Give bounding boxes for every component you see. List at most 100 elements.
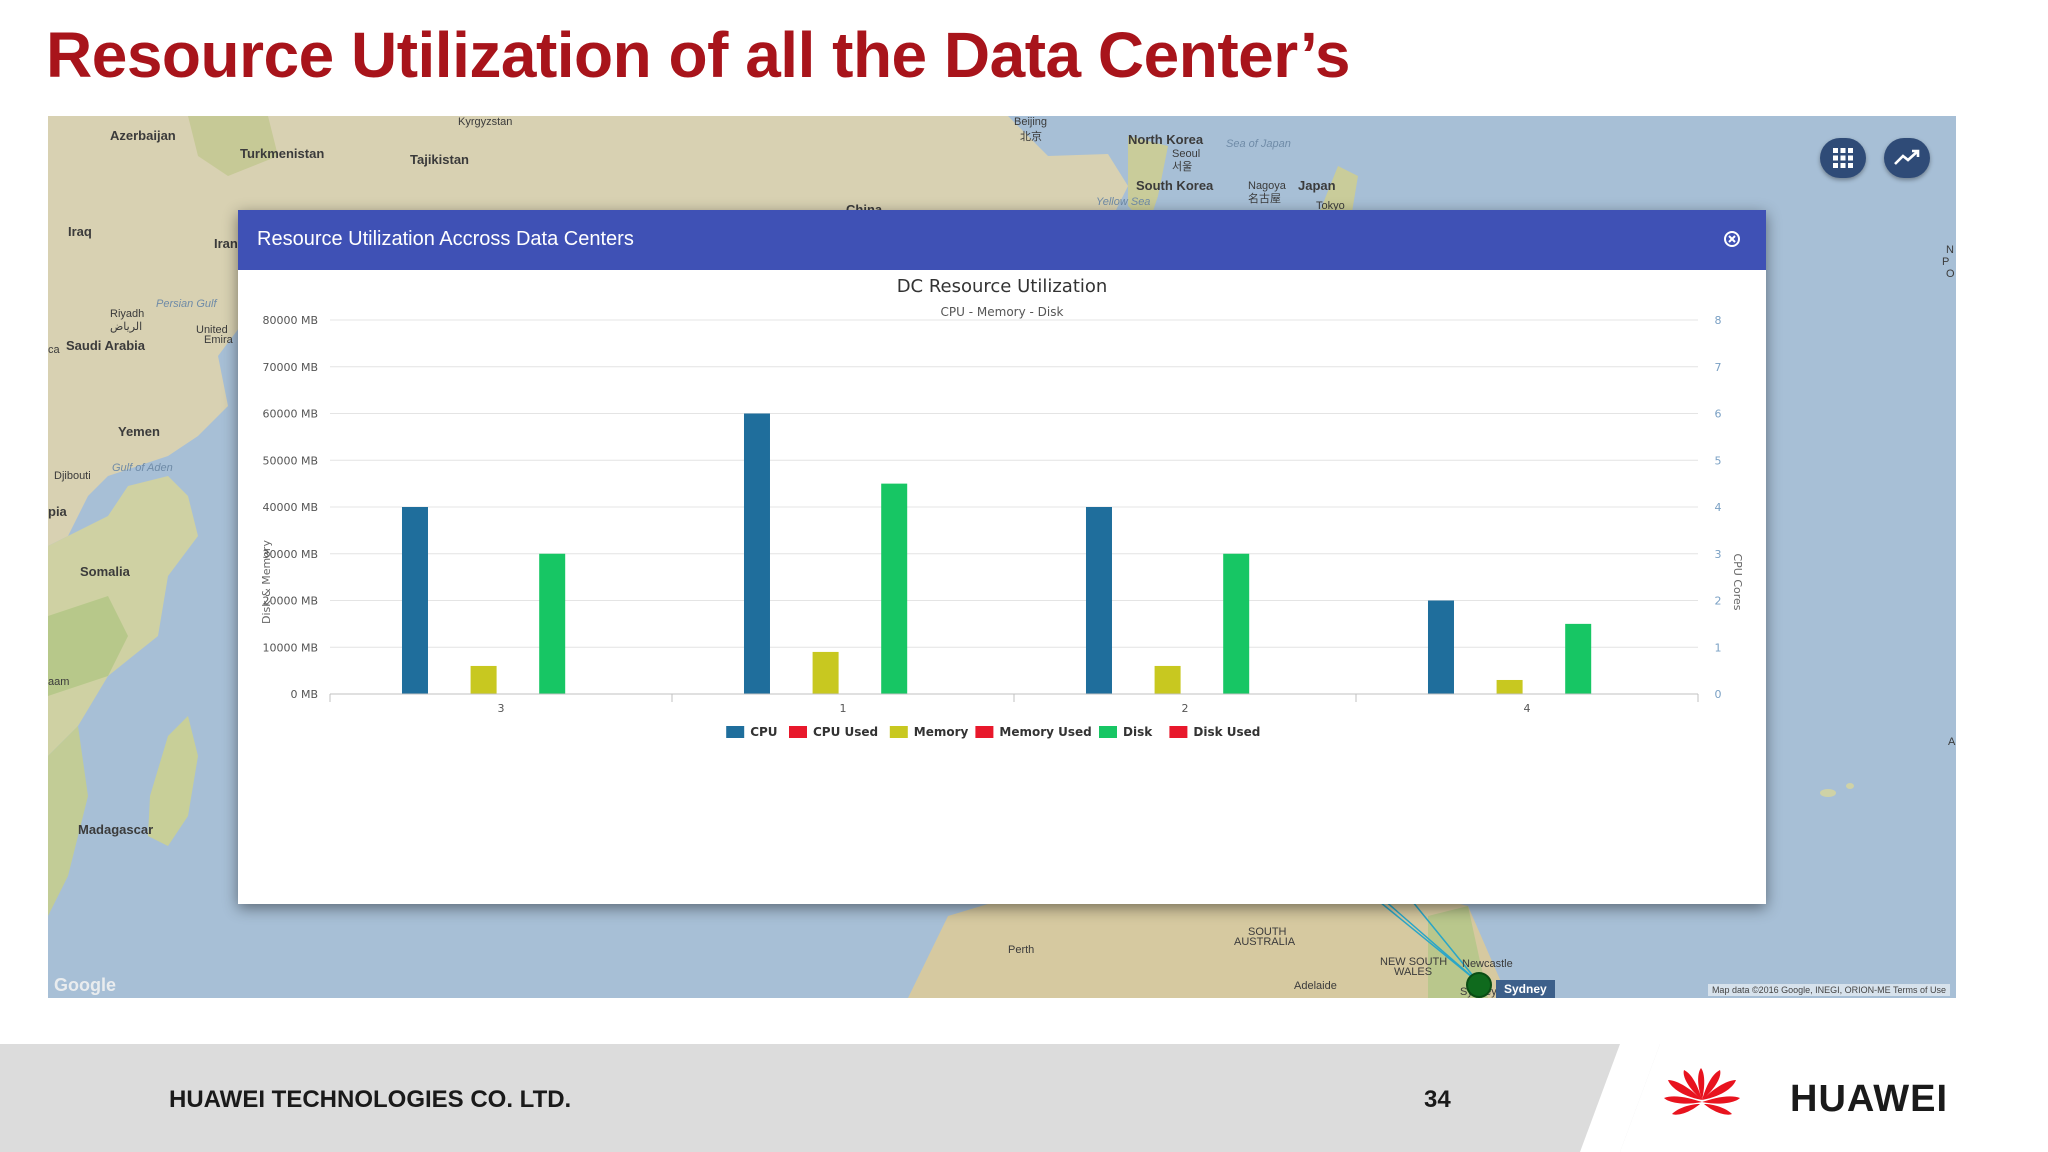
bar-cpu[interactable]: [1085, 507, 1112, 694]
map-label-beijing-zh: 北京: [1020, 131, 1042, 143]
map-label-somalia: Somalia: [80, 564, 130, 579]
y-tick-label: 50000 MB: [262, 454, 318, 467]
y-tick-label: 60000 MB: [262, 408, 318, 421]
map-label-azerbaijan: Azerbaijan: [110, 128, 176, 143]
map-label-seoul-ko: 서울: [1172, 161, 1193, 173]
legend-label: CPU: [750, 725, 777, 739]
bar-memory[interactable]: [812, 651, 839, 694]
legend-swatch: [789, 726, 807, 738]
resource-modal: Resource Utilization Accross Data Center…: [238, 210, 1766, 904]
bar-memory[interactable]: [1496, 679, 1523, 694]
y-tick-label: 10000 MB: [262, 641, 318, 654]
legend-label: Disk: [1123, 725, 1153, 739]
legend-label: CPU Used: [813, 725, 878, 739]
map-label-n: N: [1946, 244, 1954, 256]
slide-title: Resource Utilization of all the Data Cen…: [46, 19, 1351, 91]
grid-icon: [1833, 148, 1853, 168]
map-label-australia: AUSTRALIA: [1234, 936, 1296, 948]
x-tick-label: 4: [1524, 702, 1531, 715]
legend-swatch: [889, 726, 908, 738]
map-label-emira: Emira: [204, 334, 233, 346]
y2-tick-label: 2: [1715, 595, 1722, 608]
map-label-wales: WALES: [1394, 966, 1433, 978]
map-label-turkmenistan: Turkmenistan: [240, 146, 325, 161]
trending-icon: [1894, 149, 1920, 165]
chart-title: DC Resource Utilization: [897, 276, 1108, 297]
map-label-riyadh-ar: الرياض: [110, 321, 143, 333]
map-label-beijing: Beijing: [1014, 116, 1048, 128]
y-tick-label: 40000 MB: [262, 501, 318, 514]
map-label-p: P: [1942, 256, 1950, 268]
map-label-o: O: [1946, 268, 1955, 280]
bar-disk[interactable]: [1223, 553, 1250, 694]
x-tick-label: 2: [1182, 702, 1189, 715]
map-label-saudi-arabia: Saudi Arabia: [66, 338, 145, 353]
modal-close-button[interactable]: [1720, 227, 1744, 251]
legend-label: Memory Used: [999, 725, 1091, 739]
map-label-ca: ca: [48, 344, 60, 356]
y2-tick-label: 8: [1715, 314, 1722, 327]
close-circle-icon: [1724, 231, 1740, 247]
y-axis-label: Disk & Memory: [260, 540, 273, 624]
chart-view-button[interactable]: [1884, 138, 1930, 178]
y2-tick-label: 5: [1715, 454, 1722, 467]
map-label-nagoya: Nagoya: [1248, 180, 1286, 192]
google-logo: Google: [54, 975, 116, 995]
huawei-logo: [1580, 1044, 2048, 1152]
map-label-persian-gulf: Persian Gulf: [156, 298, 217, 310]
footer-brand: HUAWEI: [1790, 1078, 1948, 1120]
map-label-tajikistan: Tajikistan: [410, 152, 470, 167]
map-label-pia: pia: [48, 504, 67, 519]
map-label-gulf-of-aden: Gulf of Aden: [112, 462, 173, 474]
bar-memory[interactable]: [1154, 665, 1181, 694]
map-label-tokyo: Tokyo: [1316, 200, 1345, 212]
map-label-a: A: [1948, 736, 1956, 748]
y-tick-label: 70000 MB: [262, 361, 318, 374]
bar-disk[interactable]: [1565, 623, 1592, 694]
chart-subtitle: CPU - Memory - Disk: [941, 305, 1064, 319]
datacenter-marker[interactable]: [1466, 972, 1492, 998]
legend-label: Disk Used: [1193, 725, 1260, 739]
map-label-yemen: Yemen: [118, 424, 160, 439]
city-tag: Sydney: [1496, 980, 1555, 998]
map-label-aam: aam: [48, 676, 70, 688]
y-tick-label: 0 MB: [290, 688, 318, 701]
legend-item[interactable]: Disk: [1099, 725, 1153, 739]
y2-axis-label: CPU Cores: [1731, 553, 1744, 610]
bar-disk[interactable]: [539, 553, 566, 694]
map-label-yellow-sea: Yellow Sea: [1096, 196, 1151, 208]
page-number: 34: [1424, 1086, 1451, 1113]
resource-chart: DC Resource Utilization CPU - Memory - D…: [260, 276, 1744, 739]
y2-tick-label: 0: [1715, 688, 1722, 701]
legend-item[interactable]: Memory Used: [975, 725, 1092, 739]
huawei-petal-icon: [1664, 1068, 1740, 1115]
map-label-nagoya-ja: 名古屋: [1248, 193, 1281, 205]
grid-view-button[interactable]: [1820, 138, 1866, 178]
map-label-perth: Perth: [1008, 944, 1035, 956]
map-label-sea-of-japan: Sea of Japan: [1226, 138, 1291, 150]
legend-swatch: [1169, 726, 1188, 738]
legend-item[interactable]: CPU Used: [789, 725, 878, 739]
bar-disk[interactable]: [881, 483, 908, 694]
legend-item[interactable]: Memory: [889, 725, 969, 739]
legend-label: Memory: [914, 725, 969, 739]
slide-footer: HUAWEI TECHNOLOGIES CO. LTD. 34 HUAWEI: [0, 1044, 2048, 1152]
map-label-iraq: Iraq: [68, 224, 92, 239]
footer-company: HUAWEI TECHNOLOGIES CO. LTD.: [169, 1086, 572, 1113]
map-label-new-south: NEW SOUTH: [1380, 956, 1448, 968]
map-label-japan: Japan: [1298, 178, 1336, 193]
bar-memory[interactable]: [470, 665, 497, 694]
bar-cpu[interactable]: [401, 507, 428, 694]
legend-item[interactable]: CPU: [726, 725, 778, 739]
y2-tick-label: 1: [1715, 641, 1722, 654]
map-label-iran: Iran: [214, 236, 238, 251]
legend-item[interactable]: Disk Used: [1169, 725, 1260, 739]
modal-title: Resource Utilization Accross Data Center…: [257, 228, 634, 250]
bar-cpu[interactable]: [1427, 600, 1454, 695]
map-label-riyadh: Riyadh: [110, 308, 145, 320]
bar-cpu[interactable]: [743, 413, 770, 695]
y-tick-label: 30000 MB: [262, 548, 318, 561]
map-attribution[interactable]: Map data ©2016 Google, INEGI, ORION-ME T…: [1707, 984, 1950, 996]
map-label-north-korea: North Korea: [1128, 132, 1204, 147]
